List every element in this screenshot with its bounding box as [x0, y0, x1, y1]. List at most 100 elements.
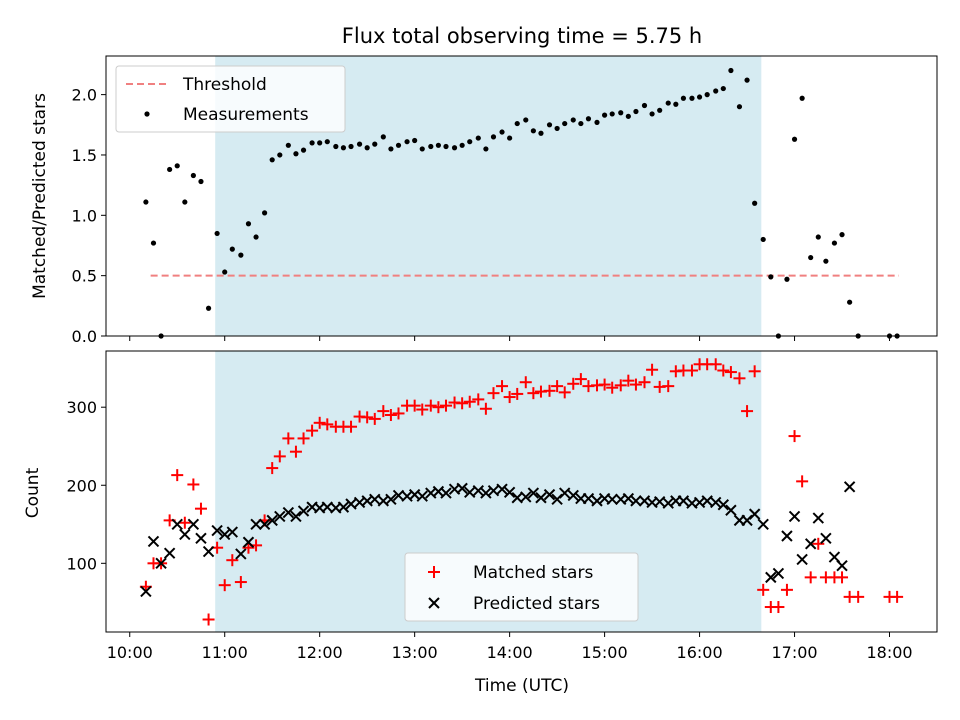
measurement-point	[395, 142, 402, 148]
measurement-point	[585, 116, 592, 122]
matched-star-point	[377, 405, 390, 418]
predicted-star-point	[543, 488, 556, 501]
matched-star-point	[345, 420, 358, 433]
predicted-star-point	[788, 510, 801, 523]
measurement-point	[554, 125, 560, 132]
measurement-point	[696, 94, 703, 100]
predicted-star-point	[195, 532, 207, 545]
predicted-star-point	[653, 495, 666, 508]
measurement-point	[689, 95, 695, 101]
matched-star-point	[796, 475, 809, 488]
predicted-star-point	[337, 501, 350, 513]
predicted-star-point	[226, 526, 239, 538]
predicted-star-point	[772, 567, 785, 580]
matched-star-point	[836, 571, 849, 584]
measurement-point	[277, 152, 283, 158]
measurement-point	[847, 299, 853, 305]
top-y-axis-label: Matched/Predicted stars	[30, 93, 50, 299]
matched-star-point	[780, 583, 793, 596]
chart-title: Flux total observing time = 5.75 h	[342, 24, 702, 48]
matched-star-point	[511, 387, 524, 400]
matched-star-point	[812, 537, 825, 550]
matched-star-point	[598, 378, 611, 391]
matched-star-point	[558, 386, 571, 399]
matched-star-point	[606, 381, 619, 394]
measurement-point	[451, 145, 458, 151]
measurement-point	[324, 139, 330, 145]
predicted-star-point	[385, 493, 397, 506]
legend-measurements-swatch	[144, 111, 150, 117]
measurement-point	[309, 140, 315, 146]
matched-star-point	[234, 576, 247, 589]
measurement-point	[831, 240, 838, 246]
predicted-star-point	[155, 557, 167, 570]
top-y-tick-label: 1.0	[72, 206, 97, 225]
measurement-point	[530, 128, 536, 134]
matched-star-point	[574, 373, 587, 386]
measurement-point	[680, 95, 687, 101]
measurement-point	[317, 140, 323, 146]
matched-star-point	[313, 416, 326, 429]
measurement-point	[507, 135, 513, 141]
matched-star-point	[543, 384, 556, 397]
predicted-star-point	[171, 518, 183, 530]
matched-star-point	[306, 424, 319, 437]
predicted-star-point	[297, 505, 310, 517]
matched-star-point	[662, 380, 675, 393]
bottom-plot-frame	[105, 350, 938, 633]
legend-matched-swatch	[428, 566, 440, 578]
matched-star-point	[432, 401, 445, 414]
bottom-y-axis-label: Count	[23, 467, 43, 518]
matched-star-point	[202, 613, 215, 626]
matched-star-point	[408, 399, 421, 412]
predicted-star-point	[503, 486, 516, 498]
top-legend-box	[115, 65, 346, 133]
predicted-star-point	[725, 504, 737, 516]
measurement-point	[736, 104, 743, 110]
x-tick-label: 14:00	[487, 643, 533, 662]
predicted-star-point	[211, 524, 223, 537]
measurement-point	[285, 142, 291, 148]
x-tick-label: 11:00	[202, 643, 248, 662]
predicted-star-point	[202, 545, 215, 558]
predicted-star-point	[163, 547, 176, 559]
measurement-point	[808, 254, 814, 261]
top-y-tick-label: 0.5	[72, 267, 97, 286]
matched-star-point	[289, 445, 302, 458]
matched-star-point	[685, 364, 698, 377]
legend-matched-label: Matched stars	[473, 563, 593, 583]
predicted-star-point	[369, 493, 381, 506]
predicted-star-point	[765, 571, 777, 584]
matched-star-point	[709, 358, 722, 371]
predicted-star-point	[147, 535, 160, 548]
measurement-point	[198, 178, 204, 185]
predicted-star-point	[282, 506, 295, 519]
measurement-point	[380, 134, 386, 140]
matched-star-point	[772, 601, 785, 614]
measurement-point	[174, 163, 180, 169]
predicted-star-point	[535, 492, 547, 504]
predicted-star-point	[250, 518, 262, 530]
matched-star-point	[439, 399, 452, 412]
top-y-tick-label: 2.0	[72, 86, 97, 105]
legend-predicted-swatch	[428, 597, 440, 609]
measurement-point	[823, 258, 829, 264]
measurement-point	[618, 110, 624, 116]
measurement-point	[214, 230, 220, 237]
measurement-point	[467, 139, 473, 145]
measurement-point	[269, 157, 275, 163]
bottom-plot-area	[139, 358, 904, 626]
measurement-point	[182, 199, 188, 205]
top-x-ticks	[129, 336, 891, 341]
measurement-point	[404, 139, 410, 145]
matched-star-point	[724, 366, 737, 379]
bottom-panel-count: 100 200 300 10:00 11:00 12:00 13:00 14:00 15:00…	[23, 350, 938, 696]
measurement-point	[768, 274, 774, 280]
legend-predicted-label: Predicted stars	[473, 594, 600, 614]
matched-star-point	[519, 376, 532, 389]
measurement-point	[538, 130, 544, 136]
predicted-star-point	[440, 487, 452, 499]
predicted-star-point	[187, 518, 200, 530]
measurement-point	[649, 111, 655, 117]
